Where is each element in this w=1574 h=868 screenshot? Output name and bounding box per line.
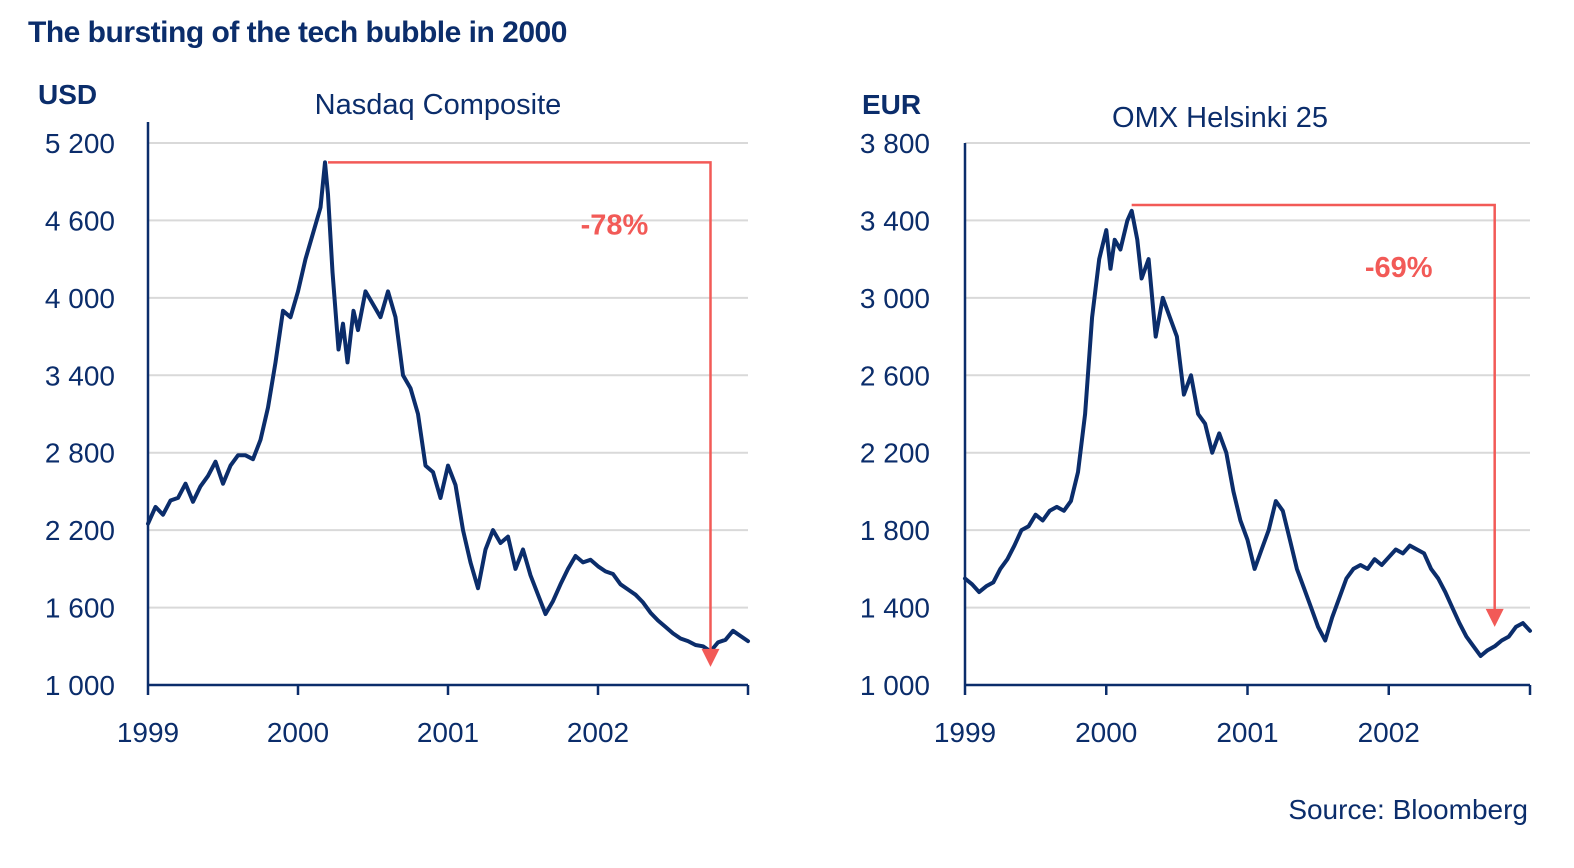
- y-tick-label: 3 800: [860, 128, 930, 159]
- drawdown-bracket: [328, 161, 712, 651]
- y-axis-unit: EUR: [862, 89, 921, 120]
- x-tick-label: 1999: [117, 717, 179, 748]
- y-tick-label: 2 800: [45, 438, 115, 469]
- y-tick-label: 3 000: [860, 283, 930, 314]
- y-tick-label: 4 000: [45, 283, 115, 314]
- chart-title: OMX Helsinki 25: [1112, 102, 1328, 134]
- source-note: Source: Bloomberg: [1288, 794, 1528, 825]
- x-tick-label: 2001: [1216, 717, 1278, 748]
- y-tick-label: 1 000: [45, 670, 115, 701]
- y-tick-label: 3 400: [860, 205, 930, 236]
- y-tick-label: 1 600: [45, 593, 115, 624]
- y-tick-label: 3 400: [45, 360, 115, 391]
- x-tick-label: 2001: [417, 717, 479, 748]
- y-tick-label: 1 000: [860, 670, 930, 701]
- series-line: [146, 160, 750, 654]
- y-tick-label: 1 400: [860, 593, 930, 624]
- drawdown-label: -69%: [1365, 252, 1433, 284]
- y-axis-unit: USD: [38, 79, 97, 110]
- drawdown-label: -78%: [581, 209, 649, 241]
- y-tick-label: 2 200: [860, 438, 930, 469]
- chart-nasdaq: 1 000 1 600 2 200 2 800 3 400 4 000 4 600 5 200…: [38, 79, 750, 748]
- drawdown-arrowhead: [701, 648, 720, 667]
- y-tick-label: 2 200: [45, 515, 115, 546]
- y-tick-label: 1 800: [860, 515, 930, 546]
- x-tick-label: 2002: [1358, 717, 1420, 748]
- x-tick-label: 2002: [567, 717, 629, 748]
- y-tick-label: 2 600: [860, 360, 930, 391]
- y-tick-label: 4 600: [45, 205, 115, 236]
- drawdown-arrowhead: [1485, 608, 1504, 627]
- page-title: The bursting of the tech bubble in 2000: [28, 16, 567, 49]
- drawdown-bracket: [1131, 203, 1496, 611]
- x-tick-label: 2000: [267, 717, 329, 748]
- x-tick-label: 2000: [1075, 717, 1137, 748]
- chart-title: Nasdaq Composite: [315, 89, 562, 121]
- y-tick-label: 5 200: [45, 128, 115, 159]
- x-tick-label: 1999: [934, 717, 996, 748]
- series-line: [963, 208, 1532, 658]
